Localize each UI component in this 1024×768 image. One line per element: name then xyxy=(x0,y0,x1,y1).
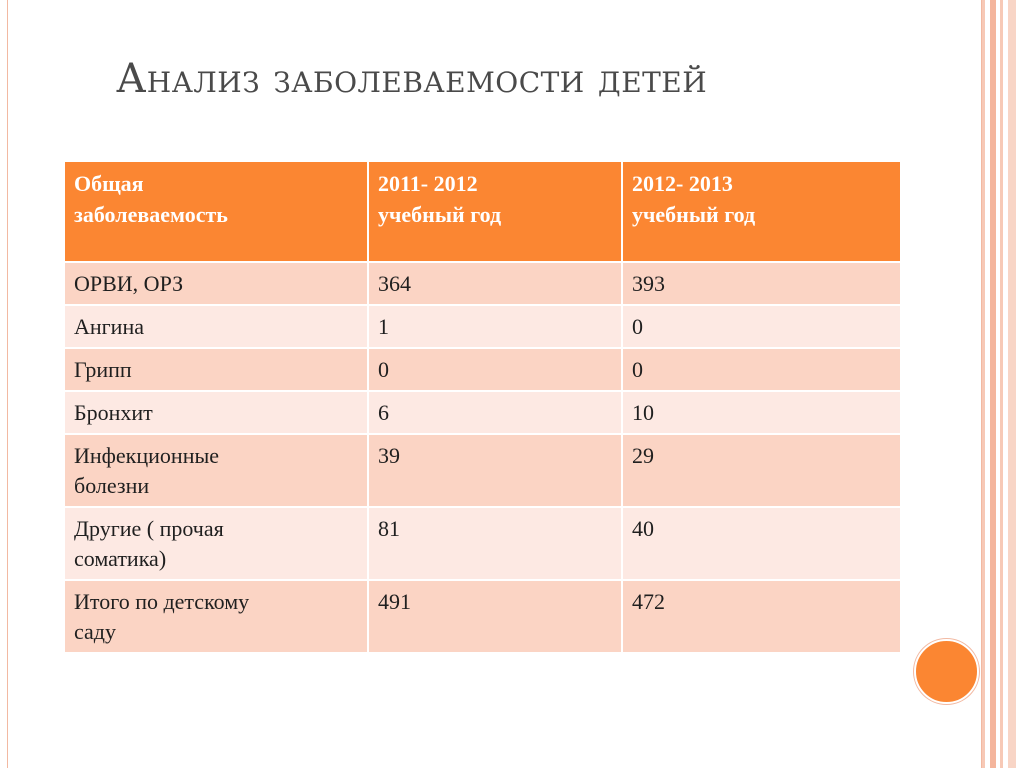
value-2012-2013: 393 xyxy=(621,261,902,306)
table-row: Бронхит 6 10 xyxy=(63,390,902,435)
slide-title: Анализ заболеваемости детей xyxy=(116,56,708,102)
value-2011-2012: 364 xyxy=(367,261,623,306)
header-cell-2012-2013: 2012- 2013 учебный год xyxy=(621,160,902,263)
row-label: ОРВИ, ОРЗ xyxy=(63,261,369,306)
header-cell-2011-2012: 2011- 2012 учебный год xyxy=(367,160,623,263)
value-2012-2013: 10 xyxy=(621,390,902,435)
value-2011-2012: 1 xyxy=(367,304,623,349)
decorative-side-stripes xyxy=(982,0,1024,768)
value-2012-2013: 0 xyxy=(621,347,902,392)
value-2011-2012: 0 xyxy=(367,347,623,392)
table-row: Другие ( прочая соматика) 81 40 xyxy=(63,506,902,581)
row-label: Бронхит xyxy=(63,390,369,435)
morbidity-table: Общая заболеваемость 2011- 2012 учебный го… xyxy=(63,160,902,654)
stripe-1 xyxy=(982,0,985,768)
row-label: Итого по детскому саду xyxy=(63,579,369,654)
morbidity-table-wrap: Общая заболеваемость 2011- 2012 учебный го… xyxy=(63,160,902,654)
table-row: Грипп 0 0 xyxy=(63,347,902,392)
row-label: Грипп xyxy=(63,347,369,392)
table-row: Инфекционные болезни 39 29 xyxy=(63,433,902,508)
value-2012-2013: 29 xyxy=(621,433,902,508)
table-row: Итого по детскому саду 491 472 xyxy=(63,579,902,654)
value-2012-2013: 40 xyxy=(621,506,902,581)
value-2011-2012: 6 xyxy=(367,390,623,435)
value-2012-2013: 0 xyxy=(621,304,902,349)
value-2011-2012: 39 xyxy=(367,433,623,508)
row-label: Инфекционные болезни xyxy=(63,433,369,508)
stripe-4 xyxy=(1008,0,1016,768)
header-cell-category: Общая заболеваемость xyxy=(63,160,369,263)
decorative-circle xyxy=(914,639,979,704)
row-label: Другие ( прочая соматика) xyxy=(63,506,369,581)
value-2011-2012: 81 xyxy=(367,506,623,581)
stripe-2 xyxy=(990,0,996,768)
value-2012-2013: 472 xyxy=(621,579,902,654)
table-row: ОРВИ, ОРЗ 364 393 xyxy=(63,261,902,306)
row-label: Ангина xyxy=(63,304,369,349)
table-header-row: Общая заболеваемость 2011- 2012 учебный го… xyxy=(63,160,902,263)
value-2011-2012: 491 xyxy=(367,579,623,654)
stripe-3 xyxy=(1000,0,1003,768)
table-row: Ангина 1 0 xyxy=(63,304,902,349)
